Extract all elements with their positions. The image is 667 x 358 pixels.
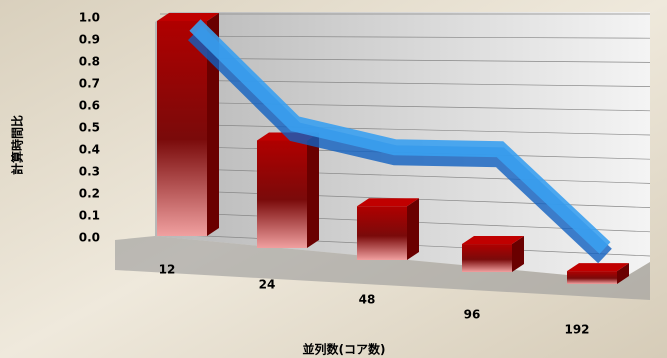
x-tick-label: 48 <box>359 293 376 307</box>
y-tick-label: 0.9 <box>79 33 100 47</box>
bar-face <box>157 13 219 21</box>
y-tick-label: 0.4 <box>79 143 100 157</box>
bar <box>257 132 319 248</box>
bar-face <box>512 236 524 272</box>
bar <box>157 13 219 236</box>
y-tick-label: 0.2 <box>79 187 100 201</box>
bar-face <box>567 271 617 284</box>
y-tick-label: 0.6 <box>79 99 100 113</box>
y-tick-label: 0.0 <box>79 231 100 245</box>
line <box>189 19 611 254</box>
bar-face <box>207 13 219 236</box>
x-tick-label: 24 <box>259 278 276 292</box>
x-tick-label: 12 <box>159 263 176 277</box>
bar-face <box>357 198 419 207</box>
grid-line <box>159 101 651 112</box>
bar-face <box>407 198 419 260</box>
bar-face <box>617 263 629 284</box>
y-tick-label: 0.1 <box>79 209 100 223</box>
bar-face <box>567 263 629 272</box>
y-tick-label: 0.3 <box>79 165 100 179</box>
grid-line <box>159 35 651 39</box>
x-axis-title: 並列数(コア数) <box>303 342 386 357</box>
y-tick-label: 0.5 <box>79 121 100 135</box>
bar-face <box>462 244 512 272</box>
bar-face <box>157 21 207 236</box>
bar <box>567 263 629 284</box>
y-tick-label: 0.8 <box>79 55 100 69</box>
bar <box>462 236 524 272</box>
bar-face <box>307 132 319 248</box>
grid-line <box>159 57 651 63</box>
bar <box>357 198 419 260</box>
y-axis-title: 計算時間比 <box>10 115 25 175</box>
bar-face <box>462 236 524 245</box>
grid-line <box>159 123 651 136</box>
grid-line <box>159 167 651 184</box>
bar-face <box>357 206 407 260</box>
floor <box>115 236 650 300</box>
x-tick-label: 192 <box>564 323 589 337</box>
y-tick-label: 1.0 <box>79 11 100 25</box>
x-tick-label: 96 <box>464 308 481 322</box>
bar-face <box>257 140 307 248</box>
y-tick-label: 0.7 <box>79 77 100 91</box>
